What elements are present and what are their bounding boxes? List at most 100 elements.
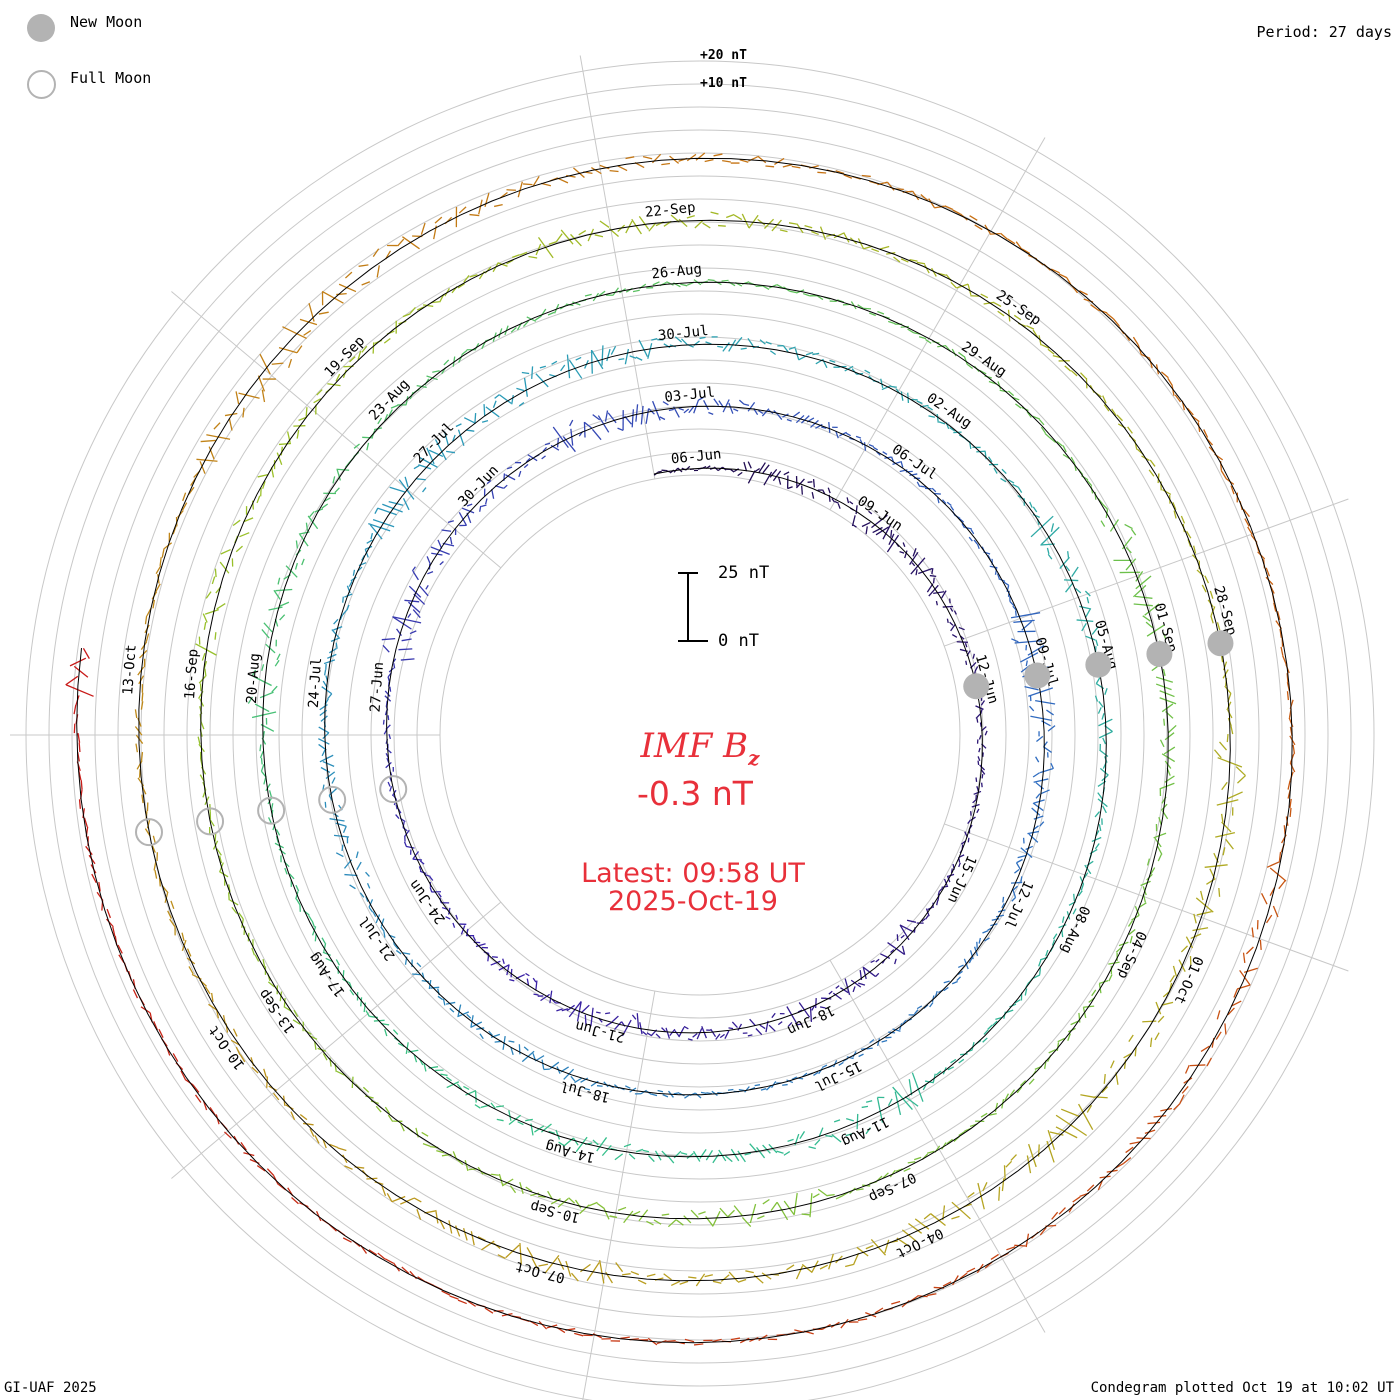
- trace-segment: [989, 565, 998, 569]
- trace-segment: [452, 434, 456, 442]
- trace-segment: [416, 1209, 422, 1220]
- trace-segment: [334, 487, 340, 494]
- trace-segment: [1077, 890, 1083, 897]
- trace-segment: [640, 405, 644, 425]
- trace-segment: [1287, 780, 1291, 790]
- trace-segment: [1044, 432, 1051, 439]
- trace-segment: [1035, 699, 1056, 705]
- trace-segment: [668, 408, 674, 412]
- trace-segment: [1192, 927, 1209, 932]
- trace-segment: [288, 358, 293, 369]
- trace-segment: [931, 995, 935, 1003]
- trace-segment: [469, 213, 480, 217]
- trace-segment: [1099, 767, 1109, 776]
- trace-segment: [951, 1201, 971, 1220]
- trace-segment: [624, 348, 630, 365]
- trace-segment: [1048, 1048, 1057, 1054]
- trace-segment: [918, 336, 927, 340]
- trace-segment: [1024, 686, 1039, 691]
- trace-segment: [1192, 545, 1197, 554]
- date-label: 13-Oct: [120, 644, 139, 696]
- trace-segment: [491, 956, 498, 958]
- trace-segment: [82, 648, 90, 659]
- trace-segment: [769, 468, 778, 478]
- trace-segment: [361, 345, 368, 353]
- trace-segment: [776, 283, 784, 289]
- trace-segment: [757, 1215, 765, 1220]
- trace-segment: [1025, 845, 1034, 851]
- trace-segment: [1007, 390, 1015, 397]
- trace-segment: [1148, 358, 1153, 369]
- trace-segment: [757, 218, 766, 226]
- trace-segment: [1055, 1126, 1078, 1139]
- trace-segment: [866, 1047, 873, 1050]
- trace-segment: [335, 373, 341, 382]
- trace-segment: [388, 409, 393, 417]
- trace-segment: [964, 642, 968, 648]
- trace-segment: [1030, 715, 1053, 722]
- trace-segment: [966, 1267, 976, 1273]
- trace-segment: [705, 1150, 714, 1161]
- trace-segment: [980, 769, 986, 775]
- trace-segment: [894, 958, 897, 965]
- trace-segment: [1226, 734, 1229, 743]
- trace-segment: [1052, 933, 1058, 940]
- trace-segment: [1144, 1129, 1156, 1134]
- trace-segment: [705, 341, 712, 345]
- trace-segment: [204, 986, 211, 995]
- trace-segment: [398, 479, 415, 500]
- trace-segment: [1050, 268, 1060, 274]
- trace-segment: [299, 1113, 308, 1121]
- trace-segment: [278, 346, 298, 354]
- trace-segment: [667, 1219, 677, 1228]
- trace-segment: [778, 477, 782, 485]
- trace-segment: [370, 532, 374, 540]
- trace-segment: [1278, 880, 1286, 890]
- trace-segment: [413, 1197, 422, 1203]
- trace-segment: [631, 1014, 637, 1020]
- trace-segment: [140, 751, 144, 761]
- trace-segment: [391, 1195, 406, 1203]
- trace-segment: [469, 274, 478, 278]
- trace-segment: [209, 818, 215, 827]
- trace-segment: [720, 1274, 730, 1282]
- trace-segment: [365, 896, 369, 902]
- trace-segment: [1047, 725, 1056, 732]
- trace-segment: [1288, 717, 1294, 728]
- trace-segment: [950, 281, 958, 289]
- trace-segment: [198, 675, 206, 684]
- trace-segment: [314, 933, 317, 942]
- trace-segment: [1032, 415, 1041, 420]
- trace-segment: [243, 517, 254, 523]
- trace-segment: [799, 1131, 806, 1140]
- trace-segment: [518, 1044, 521, 1055]
- trace-segment: [1017, 487, 1023, 493]
- trace-segment: [476, 1027, 485, 1030]
- trace-segment: [457, 429, 465, 446]
- trace-segment: [982, 930, 989, 934]
- trace-segment: [661, 1027, 667, 1033]
- trace-segment: [499, 394, 512, 404]
- trace-segment: [688, 406, 695, 414]
- trace-segment: [441, 1290, 451, 1296]
- trace-segment: [749, 1018, 756, 1026]
- trace-segment: [1070, 370, 1078, 377]
- trace-segment: [1215, 831, 1236, 838]
- trace-segment: [1071, 566, 1079, 577]
- trace-segment: [801, 1263, 813, 1274]
- trace-segment: [541, 1059, 545, 1070]
- trace-segment: [982, 1182, 988, 1192]
- trace-segment: [887, 181, 895, 191]
- trace-segment: [970, 816, 976, 821]
- grid-spoke: [171, 901, 502, 1179]
- trace-segment: [686, 153, 697, 162]
- trace-segment: [728, 1271, 739, 1283]
- trace-segment: [809, 1193, 813, 1218]
- trace-segment: [318, 738, 330, 745]
- trace-segment: [651, 338, 658, 341]
- trace-segment: [598, 290, 606, 297]
- trace-segment: [635, 404, 639, 422]
- trace-segment: [653, 1219, 662, 1225]
- trace-segment: [1102, 737, 1107, 745]
- trace-segment: [318, 726, 330, 734]
